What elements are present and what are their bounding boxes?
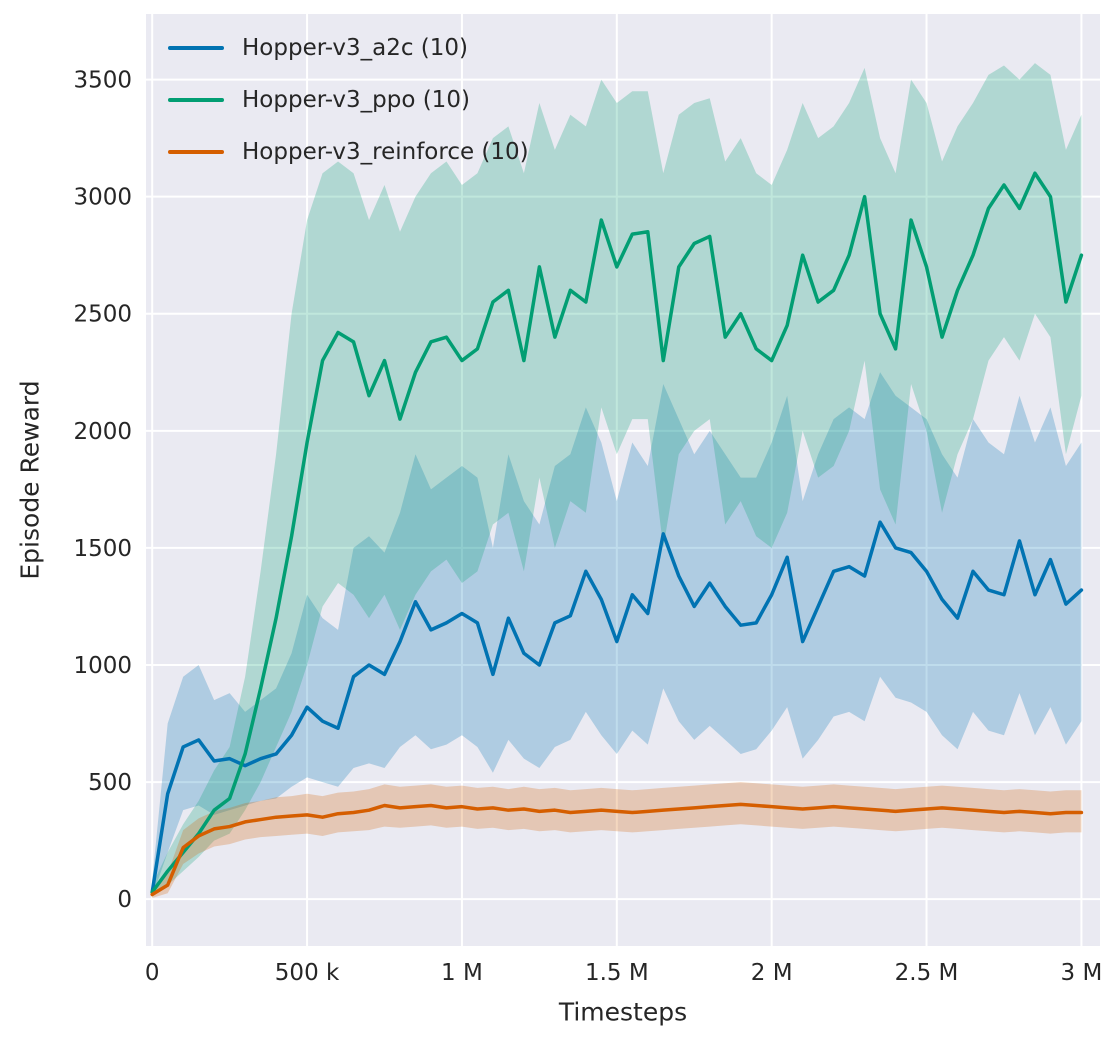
svg-text:2 M: 2 M [751,960,793,986]
legend-item-a2c: Hopper-v3_a2c (10) [168,22,529,74]
svg-text:2000: 2000 [73,419,132,445]
svg-text:0: 0 [117,887,132,913]
legend-label-ppo: Hopper-v3_ppo (10) [242,86,470,113]
legend-label-a2c: Hopper-v3_a2c (10) [242,34,469,61]
svg-text:3000: 3000 [73,185,132,211]
svg-text:500: 500 [88,770,132,796]
legend-line-swatch-reinforce [168,150,224,154]
legend-label-reinforce: Hopper-v3_reinforce (10) [242,138,529,165]
y-axis-label: Episode Reward [15,380,45,580]
svg-text:0: 0 [145,960,160,986]
svg-text:1 M: 1 M [441,960,483,986]
svg-text:1000: 1000 [73,653,132,679]
legend-line-swatch-ppo [168,98,224,102]
svg-text:1500: 1500 [73,536,132,562]
svg-text:500 k: 500 k [275,960,340,986]
svg-text:2.5 M: 2.5 M [895,960,959,986]
legend-line-swatch-a2c [168,46,224,50]
svg-text:1.5 M: 1.5 M [585,960,649,986]
svg-text:2500: 2500 [73,302,132,328]
x-axis-label: Timesteps [558,997,688,1027]
legend-item-reinforce: Hopper-v3_reinforce (10) [168,126,529,178]
legend-item-ppo: Hopper-v3_ppo (10) [168,74,529,126]
svg-text:3500: 3500 [73,68,132,94]
svg-text:3 M: 3 M [1061,960,1103,986]
legend: Hopper-v3_a2c (10) Hopper-v3_ppo (10) Ho… [168,22,529,178]
